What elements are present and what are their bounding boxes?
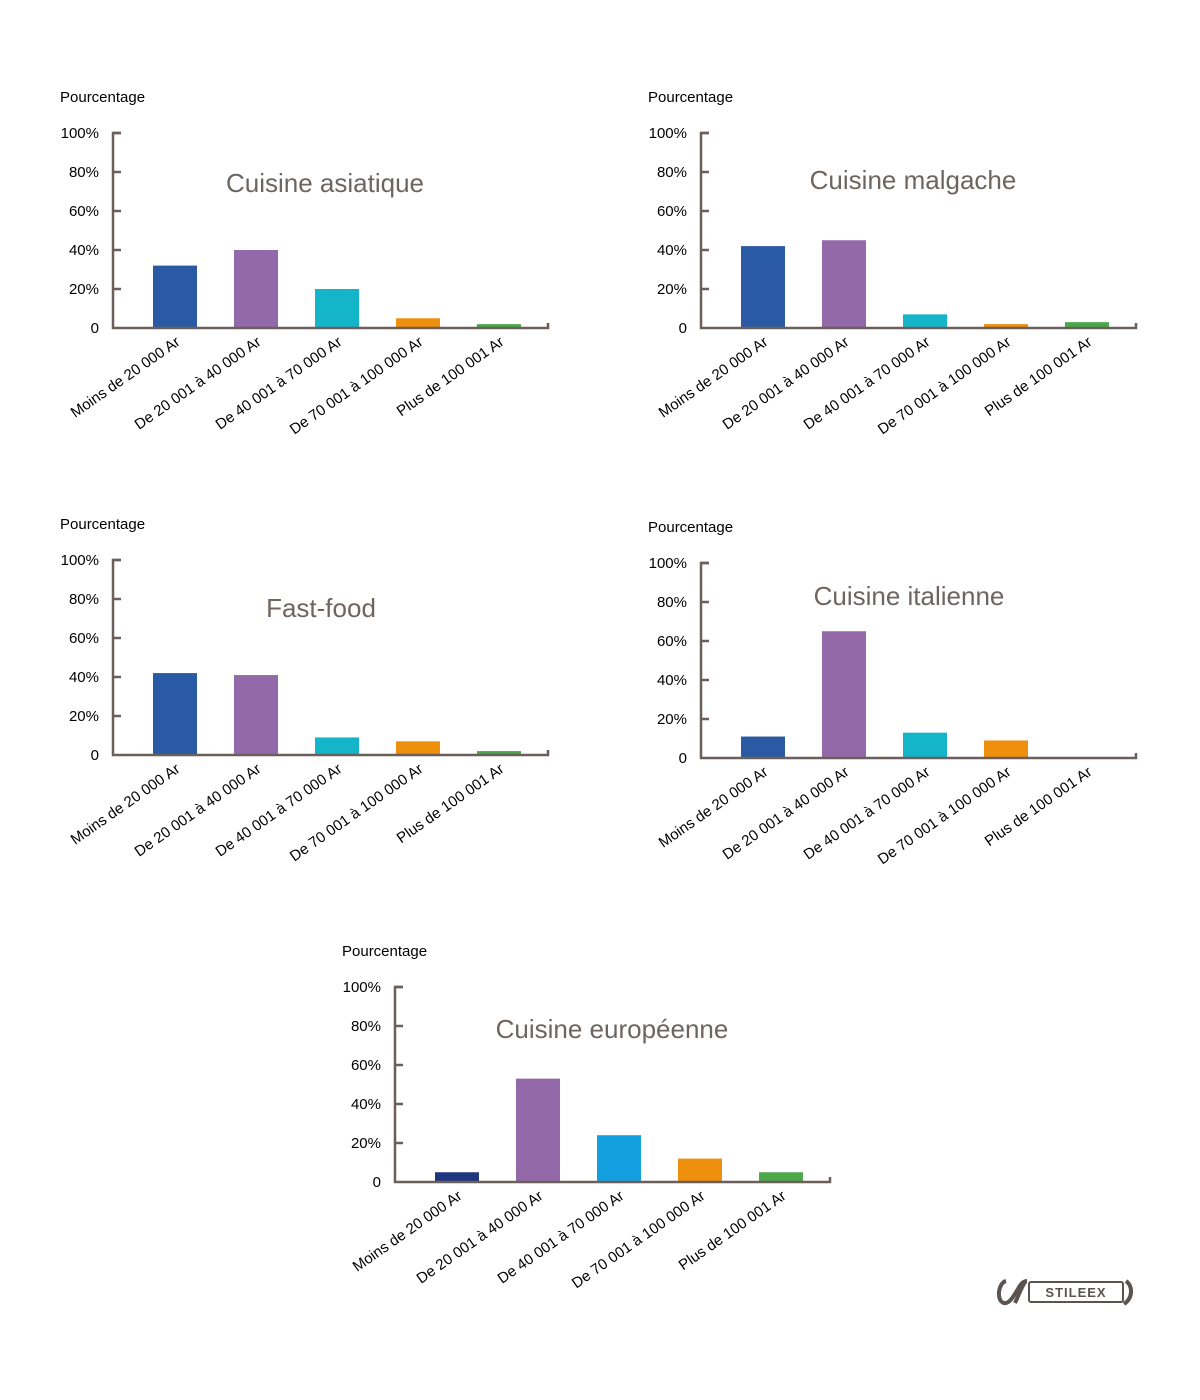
x-tick-label: De 70 001 à 100 000 Ar <box>875 763 1015 868</box>
y-axis-label: Pourcentage <box>648 89 733 106</box>
axis-lines <box>699 131 1138 330</box>
bar <box>435 1172 479 1182</box>
bar <box>984 324 1028 328</box>
axis-lines <box>393 985 832 1184</box>
y-tick-label: 40% <box>69 242 99 259</box>
chart-title: Cuisine italienne <box>814 581 1005 611</box>
y-tick-label: 80% <box>69 591 99 608</box>
bar <box>903 314 947 328</box>
y-tick-label: 0 <box>679 750 687 767</box>
logo-text: STILEEX <box>1045 1285 1106 1300</box>
x-tick-label: De 70 001 à 100 000 Ar <box>569 1187 709 1292</box>
bar-chart: Pourcentage Cuisine européenne 0 20% 40% 60% 8… <box>342 943 832 1292</box>
chart-title: Cuisine malgache <box>810 165 1017 195</box>
y-tick-label: 60% <box>657 203 687 220</box>
y-tick-label: 0 <box>91 747 99 764</box>
y-tick-label: 100% <box>61 125 99 142</box>
bar-chart: PourcentageFast-food020%40%60%80%100%Moi… <box>60 516 550 865</box>
bar <box>234 675 278 755</box>
y-tick-label: 40% <box>351 1096 381 1113</box>
y-tick-label: 60% <box>69 630 99 647</box>
bar <box>903 732 947 758</box>
y-tick-label: 20% <box>69 281 99 298</box>
y-tick-label: 0 <box>679 320 687 337</box>
bar <box>597 1135 641 1182</box>
bar <box>315 289 359 328</box>
axis-lines <box>111 131 550 330</box>
y-tick-label: 40% <box>69 669 99 686</box>
y-tick-label: 20% <box>69 708 99 725</box>
x-tick-label: De 70 001 à 100 000 Ar <box>287 760 427 865</box>
bar <box>234 250 278 328</box>
y-tick-label: 100% <box>61 552 99 569</box>
y-tick-label: 100% <box>649 125 687 142</box>
bar <box>396 741 440 755</box>
y-tick-label: 100% <box>649 555 687 572</box>
bar-chart: Pourcentage Cuisine malgache 0 20% 40% 60% 80%… <box>648 89 1138 438</box>
x-tick-label: De 70 001 à 100 000 Ar <box>287 333 427 438</box>
y-tick-label: 20% <box>657 281 687 298</box>
bar <box>477 751 521 755</box>
bar <box>822 631 866 758</box>
bar <box>741 246 785 328</box>
y-tick-label: 20% <box>657 711 687 728</box>
axis-lines <box>699 561 1138 760</box>
bar <box>741 736 785 758</box>
y-tick-label: 60% <box>69 203 99 220</box>
y-tick-label: 80% <box>657 594 687 611</box>
x-tick-label: De 70 001 à 100 000 Ar <box>875 333 1015 438</box>
y-tick-label: 80% <box>69 164 99 181</box>
bar <box>477 324 521 328</box>
bar <box>315 737 359 755</box>
y-axis-label: Pourcentage <box>60 89 145 106</box>
bar <box>516 1078 560 1182</box>
y-tick-label: 20% <box>351 1135 381 1152</box>
bar <box>759 1172 803 1182</box>
chart-title: Fast-food <box>266 593 376 623</box>
y-tick-label: 100% <box>343 979 381 996</box>
bar-chart: Pourcentage Cuisine asiatique 0 20% 40% 60% 80… <box>60 89 550 438</box>
bar <box>153 673 197 755</box>
y-tick-label: 0 <box>373 1174 381 1191</box>
logo-bracket-icon <box>1122 1279 1133 1306</box>
bar <box>984 740 1028 758</box>
bar <box>678 1158 722 1182</box>
y-tick-label: 60% <box>657 633 687 650</box>
axis-lines <box>111 558 550 757</box>
bar <box>153 265 197 328</box>
chart-title: Cuisine asiatique <box>226 168 424 198</box>
y-tick-label: 0 <box>91 320 99 337</box>
y-tick-label: 60% <box>351 1057 381 1074</box>
bar <box>396 318 440 328</box>
logo-alpha-icon <box>997 1279 1028 1306</box>
y-tick-label: 80% <box>657 164 687 181</box>
y-tick-label: 40% <box>657 242 687 259</box>
y-tick-label: 40% <box>657 672 687 689</box>
y-tick-label: 80% <box>351 1018 381 1035</box>
bar-chart: Pourcentage Cuisine italienne 0 20% 40% 60% 80… <box>648 519 1138 868</box>
y-axis-label: Pourcentage <box>648 519 733 536</box>
y-axis-label: Pourcentage <box>60 516 145 533</box>
y-axis-label: Pourcentage <box>342 943 427 960</box>
bar <box>1065 322 1109 328</box>
bar <box>822 240 866 328</box>
chart-title: Cuisine européenne <box>496 1014 729 1044</box>
logo-frame <box>1028 1281 1124 1303</box>
logo-alpha-stroke-icon <box>1013 1279 1028 1304</box>
stileex-logo: STILEEX <box>997 1279 1133 1306</box>
